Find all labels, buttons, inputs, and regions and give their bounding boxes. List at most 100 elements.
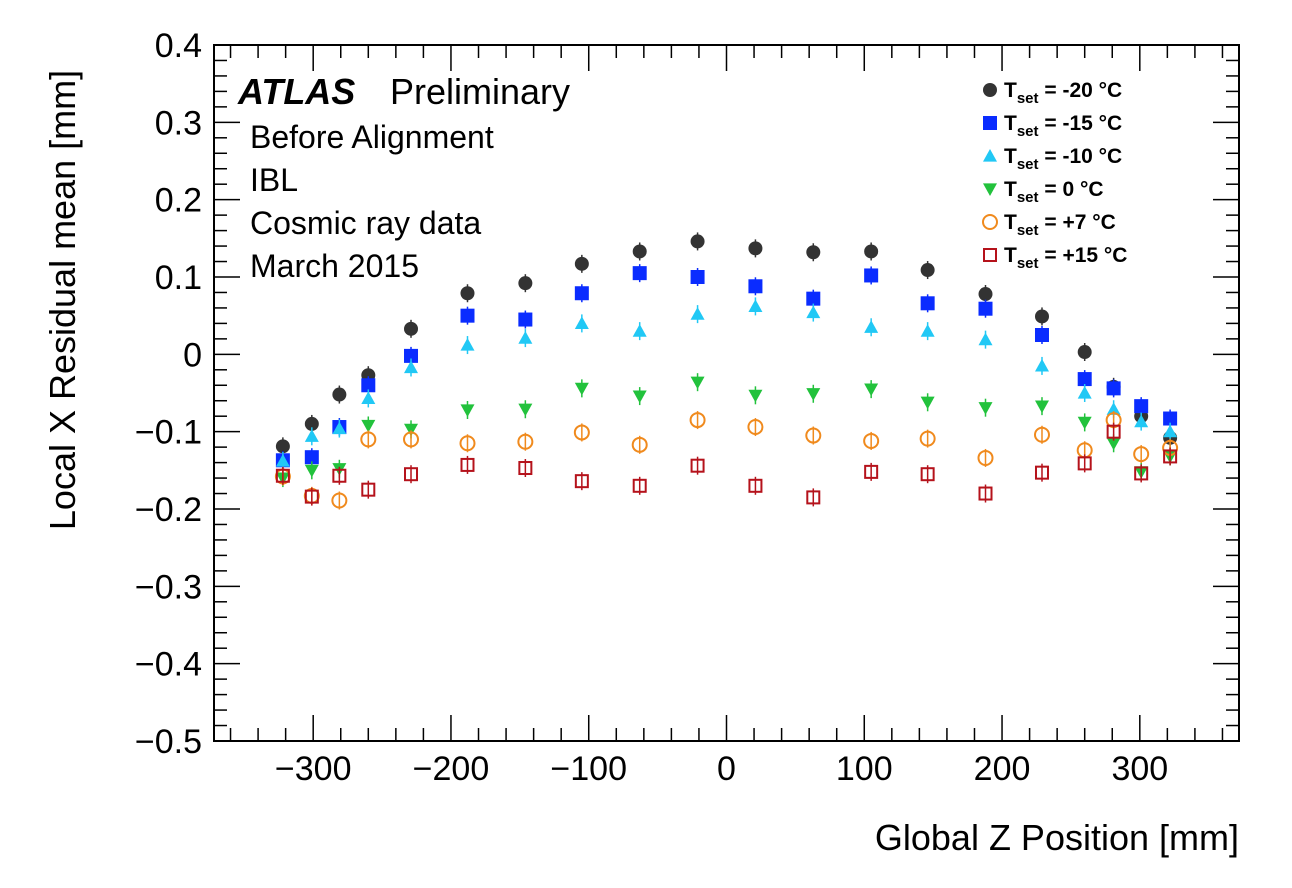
data-point (690, 234, 705, 249)
data-point (1106, 437, 1121, 451)
legend-marker-4 (982, 214, 998, 230)
x-tick-label: −300 (275, 750, 352, 788)
legend: Tset = -20 °C Tset = -15 °C Tset = -10 °C T… (982, 79, 1127, 272)
series-2 (275, 297, 1178, 471)
data-point (404, 423, 419, 437)
data-point (1163, 424, 1178, 438)
data-point (1077, 386, 1092, 399)
data-point (404, 467, 419, 482)
x-axis-title: Global Z Position [mm] (875, 817, 1239, 858)
data-point (275, 468, 290, 483)
data-point (518, 276, 533, 291)
y-tick-label: −0.2 (135, 491, 202, 529)
data-point (574, 382, 589, 396)
data-point (978, 287, 993, 302)
data-point (864, 320, 879, 333)
y-tick-label: 0.2 (155, 182, 202, 220)
y-tick-label: 0.3 (155, 104, 202, 142)
data-point (978, 486, 993, 501)
data-point (331, 492, 348, 509)
legend-marker-1 (983, 116, 997, 130)
legend-label-0: Tset = -20 °C (1004, 79, 1122, 107)
data-point (748, 279, 763, 294)
data-point (806, 291, 821, 306)
data-point (1034, 465, 1049, 480)
data-point (1034, 328, 1049, 342)
data-point (518, 461, 533, 476)
axis-tick-labels: −300 −200 −100 0 100 200 300 0.4 0.3 0.2 0.1 0 −0.1 −… (135, 27, 1168, 788)
y-axis-title: Local X Residual mean [mm] (42, 70, 83, 530)
legend-label-2: Tset = -10 °C (1004, 145, 1122, 173)
annotation-date: March 2015 (250, 248, 419, 284)
data-point (919, 430, 936, 447)
data-point (1133, 446, 1150, 463)
data-point (304, 464, 319, 478)
y-tick-label: −0.4 (135, 646, 202, 684)
data-point (748, 241, 763, 256)
data-point (304, 450, 319, 465)
data-point (304, 489, 319, 504)
data-point (748, 389, 763, 403)
annotation-ibl: IBL (250, 162, 298, 198)
data-point (920, 324, 935, 337)
data-point (863, 432, 880, 449)
data-point (360, 431, 377, 448)
data-point (361, 391, 376, 405)
y-tick-label: −0.3 (135, 568, 202, 606)
annotation-before-alignment: Before Alignment (250, 119, 494, 155)
data-point (1163, 449, 1178, 464)
data-point (460, 286, 475, 301)
x-tick-label: −100 (550, 750, 627, 788)
data-point (460, 457, 475, 472)
data-point (1077, 345, 1092, 360)
data-point (1034, 358, 1049, 372)
data-point (403, 431, 420, 448)
preliminary-label: Preliminary (390, 71, 570, 112)
legend-label-3: Tset = 0 °C (1004, 178, 1104, 206)
data-point (574, 474, 589, 489)
legend-marker-5 (983, 248, 997, 262)
series-3 (275, 373, 1178, 488)
data-point (864, 464, 879, 479)
data-point (1077, 416, 1092, 430)
y-tick-label: 0 (183, 336, 202, 374)
data-point (404, 321, 419, 336)
data-point (920, 263, 935, 278)
data-point (332, 468, 347, 483)
legend-marker-0 (983, 83, 997, 97)
data-point (1033, 426, 1050, 443)
data-point (304, 416, 319, 431)
data-point (1034, 309, 1049, 324)
data-point (978, 301, 993, 316)
annotation-cosmic-ray-data: Cosmic ray data (250, 205, 481, 241)
data-point (978, 402, 993, 415)
data-point (332, 387, 347, 402)
data-point (574, 286, 589, 301)
data-point (920, 467, 935, 482)
data-point (632, 390, 647, 404)
data-point (748, 478, 763, 493)
data-point (632, 324, 647, 337)
data-point (864, 268, 879, 283)
data-point (805, 427, 822, 444)
y-tick-label: 0.4 (155, 27, 202, 65)
data-point (459, 435, 476, 452)
data-point (1134, 399, 1149, 414)
x-tick-label: −200 (413, 750, 490, 788)
data-point (806, 245, 821, 260)
legend-label-5: Tset = +15 °C (1004, 244, 1127, 272)
data-point (404, 348, 419, 363)
legend-label-4: Tset = +7 °C (1004, 211, 1116, 239)
data-point (574, 256, 589, 271)
legend-label-1: Tset = -15 °C (1004, 112, 1122, 140)
data-point (806, 388, 821, 401)
y-tick-label: 0.1 (155, 259, 202, 297)
data-point (361, 482, 376, 497)
data-point (1077, 456, 1092, 471)
data-point (304, 429, 319, 442)
data-point (689, 412, 706, 429)
x-tick-label: 200 (974, 750, 1031, 788)
data-point (574, 316, 589, 329)
atlas-label: ATLAS (237, 71, 355, 112)
data-point (332, 421, 347, 435)
